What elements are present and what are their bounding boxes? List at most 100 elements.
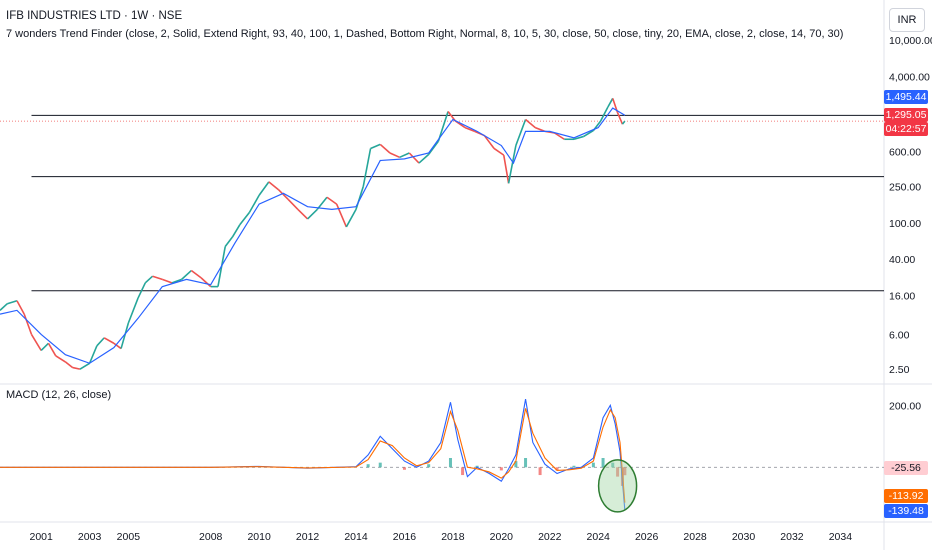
price-segment [307, 208, 318, 220]
currency-button[interactable]: INR [889, 8, 925, 32]
macd-histogram-bar [378, 462, 382, 468]
price-segment [190, 269, 202, 279]
macd-histogram-bar [448, 458, 452, 468]
price-segment [437, 111, 449, 142]
time-axis-tick: 2008 [199, 531, 223, 543]
price-segment [239, 211, 251, 226]
time-axis-tick: 2012 [296, 531, 320, 543]
price-segment [79, 362, 91, 370]
price-segment [287, 198, 299, 210]
price-segment [502, 154, 510, 184]
price-segment [362, 148, 372, 187]
time-axis-tick: 2028 [683, 531, 707, 543]
time-axis-tick: 2026 [635, 531, 659, 543]
macd-histogram-bar [461, 467, 465, 476]
price-segment [144, 275, 154, 284]
price-segment [72, 366, 81, 370]
price-segment [370, 143, 381, 150]
price-segment [7, 300, 18, 305]
price-segment [483, 135, 495, 149]
macd-histogram-bar [538, 467, 542, 476]
price-segment [335, 203, 348, 228]
macd-histogram-bar [402, 467, 406, 470]
macd-line [0, 399, 626, 511]
macd-histogram-bar [555, 467, 559, 471]
price-segment [355, 186, 365, 210]
chart-title: IFB INDUSTRIES LTD · 1W · NSE [6, 10, 183, 22]
price-segment [268, 181, 280, 191]
price-segment [120, 322, 130, 349]
price-segment [297, 208, 309, 220]
time-axis-tick: 2022 [538, 531, 562, 543]
price-axis-tick: 2.50 [889, 364, 910, 376]
macd-histogram-bar [514, 461, 518, 468]
price-axis-tick: 4,000.00 [889, 71, 930, 83]
macd-histogram-tag: -25.56 [884, 461, 928, 475]
price-segment [515, 119, 527, 146]
ema-line [0, 107, 626, 364]
price-segment [161, 278, 173, 284]
crossdown-circle-annotation [597, 459, 638, 513]
price-segment [23, 313, 33, 335]
macd-signal-tag: -113.92 [884, 489, 928, 503]
macd-histogram-bar [616, 467, 620, 477]
last-price-tag: 1,295.05 [884, 108, 928, 122]
time-axis-tick: 2024 [587, 531, 611, 543]
price-axis-tick: 6.00 [889, 329, 910, 341]
countdown-tag: 04:22:57 [884, 122, 928, 136]
price-segment [200, 277, 212, 288]
macd-histogram-bar [572, 465, 576, 468]
price-axis-tick: 40.00 [889, 254, 915, 266]
price-segment [181, 269, 192, 280]
macd-line-tag: -139.48 [884, 504, 928, 518]
price-segment [55, 355, 66, 363]
time-axis-tick: 2034 [829, 531, 853, 543]
time-axis-tick: 2016 [393, 531, 417, 543]
price-segment [464, 126, 475, 133]
price-segment [30, 333, 42, 351]
price-segment [607, 97, 614, 108]
price-segment [621, 120, 626, 125]
time-axis-tick: 2030 [732, 531, 756, 543]
price-segment [418, 153, 430, 164]
price-segment [493, 147, 505, 156]
price-segment [408, 152, 420, 164]
time-axis-tick: 2005 [117, 531, 141, 543]
price-segment [379, 143, 391, 154]
price-segment [525, 118, 536, 129]
price-segment [447, 111, 456, 122]
time-axis-tick: 2014 [344, 531, 368, 543]
macd-histogram-bar [623, 467, 627, 476]
time-axis-tick: 2020 [490, 531, 514, 543]
macd-histogram-bar [366, 464, 370, 468]
price-segment [152, 275, 163, 281]
price-segment [40, 342, 50, 352]
price-segment [171, 278, 182, 284]
price-segment [113, 342, 122, 350]
price-segment [583, 129, 594, 138]
macd-histogram-bar [427, 464, 431, 468]
price-segment [248, 194, 260, 213]
time-axis-tick: 2032 [780, 531, 804, 543]
indicator-legend: 7 wonders Trend Finder (close, 2, Solid,… [6, 28, 844, 40]
resistance-price-tag: 1,495.44 [884, 90, 928, 104]
price-segment [507, 145, 517, 184]
macd-histogram-bar [475, 465, 479, 468]
price-axis-tick: 600.00 [889, 147, 921, 159]
macd-histogram-bar [601, 458, 605, 468]
price-segment [399, 152, 410, 159]
price-segment [231, 224, 241, 238]
macd-histogram-bar [499, 467, 503, 471]
price-segment [554, 132, 565, 140]
price-segment [277, 189, 289, 200]
price-segment [16, 300, 25, 315]
macd-histogram-bar [591, 462, 595, 468]
price-axis-tick: 10,000.00 [889, 35, 932, 47]
macd-histogram-bar [524, 458, 528, 468]
price-segment [616, 112, 624, 125]
price-segment [127, 297, 139, 324]
price-segment [0, 303, 8, 311]
price-segment [64, 361, 74, 369]
